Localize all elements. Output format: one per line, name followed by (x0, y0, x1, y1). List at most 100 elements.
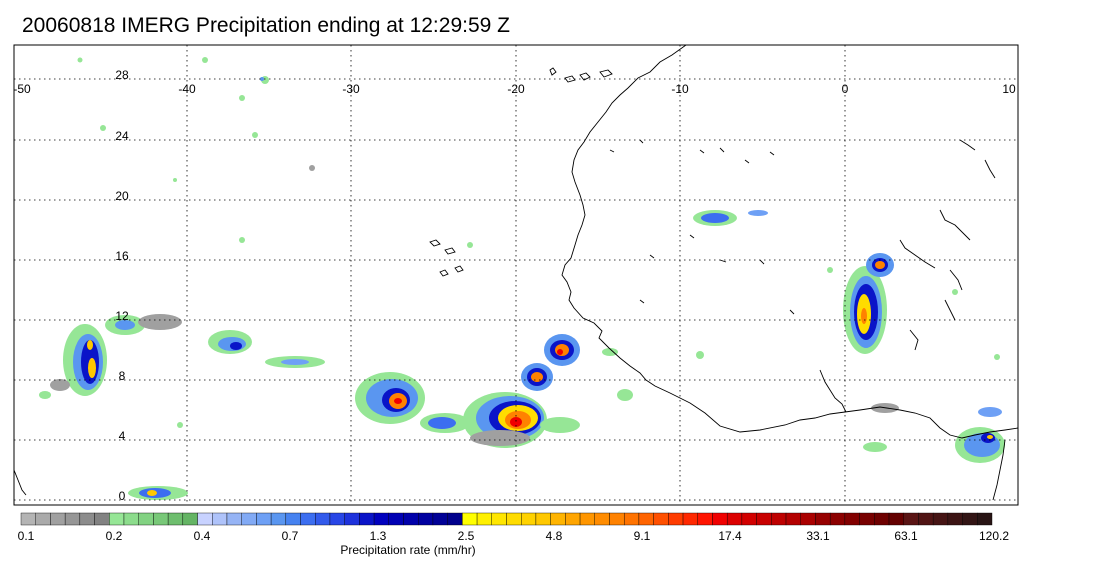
colorbar-swatch (579, 512, 595, 526)
plot-frame (13, 44, 1019, 506)
map-title: 20060818 IMERG Precipitation ending at 1… (22, 14, 510, 37)
colorbar-swatch (506, 512, 522, 526)
colorbar-swatch (638, 512, 654, 526)
colorbar-swatch (609, 512, 625, 526)
colorbar-swatch (771, 512, 787, 526)
colorbar-swatch (682, 512, 698, 526)
colorbar-swatch (35, 512, 51, 526)
lat-label: 4 (119, 429, 126, 443)
colorbar-swatch (726, 512, 743, 526)
colorbar-tick-label: 1.3 (370, 529, 387, 543)
colorbar-swatch (138, 512, 154, 526)
colorbar-swatch (418, 512, 434, 526)
longitude-labels: -50 -40 -30 -20 -10 0 10 (13, 82, 1016, 96)
lon-label: -50 (13, 82, 31, 96)
colorbar-swatch (932, 512, 949, 526)
colorbar-swatch (359, 512, 375, 526)
lat-label: 12 (115, 309, 129, 323)
colorbar-swatch (270, 512, 287, 526)
lon-label: -30 (342, 82, 360, 96)
colorbar-swatch (300, 512, 316, 526)
lat-label: 20 (115, 189, 129, 203)
precipitation-layer (39, 57, 1005, 500)
colorbar-swatch (226, 512, 242, 526)
lon-label: 10 (1002, 82, 1016, 96)
colorbar-swatch (653, 512, 669, 526)
colorbar-swatch (388, 512, 404, 526)
lon-label: 0 (842, 82, 849, 96)
colorbar-swatch (182, 512, 198, 526)
colorbar-swatch (167, 512, 184, 526)
colorbar-swatch (373, 512, 389, 526)
colorbar-tick-label: 0.1 (18, 529, 35, 543)
colorbar-swatch (918, 512, 934, 526)
lat-label: 0 (119, 489, 126, 503)
colorbar-tick-label: 9.1 (634, 529, 651, 543)
colorbar-swatch (20, 512, 36, 526)
colorbar-swatch (668, 512, 684, 526)
colorbar-swatch (50, 512, 66, 526)
lat-label: 28 (115, 68, 129, 82)
colorbar-swatch (94, 512, 110, 526)
colorbar-tick-label: 17.4 (718, 529, 742, 543)
colorbar-tick-label: 33.1 (806, 529, 830, 543)
colorbar-swatch (476, 512, 492, 526)
colorbar-tick-label: 120.2 (979, 529, 1009, 543)
lat-label: 16 (115, 249, 129, 263)
colorbar-swatch (550, 512, 566, 526)
colorbar-swatch (829, 512, 846, 526)
colorbar-swatch (285, 512, 301, 526)
colorbar-swatch (741, 512, 757, 526)
lon-label: -20 (507, 82, 525, 96)
colorbar-swatch (256, 512, 272, 526)
colorbar-swatch (859, 512, 875, 526)
colorbar-swatch (403, 512, 419, 526)
colorbar-swatch (756, 512, 772, 526)
colorbar-swatch (329, 512, 345, 526)
colorbar-swatch (344, 512, 360, 526)
colorbar-swatch (432, 512, 448, 526)
colorbar-swatch (315, 512, 331, 526)
colorbar-swatch (521, 512, 537, 526)
colorbar-swatch (712, 512, 728, 526)
latitude-labels: 28 24 20 16 12 8 4 0 (115, 68, 129, 503)
colorbar-swatch (535, 512, 551, 526)
colorbar-swatch (594, 512, 610, 526)
colorbar-swatch (197, 512, 213, 526)
lon-label: -40 (178, 82, 196, 96)
colorbar-swatch (79, 512, 95, 526)
colorbar-tick-label: 0.2 (106, 529, 123, 543)
lat-label: 8 (119, 369, 126, 383)
colorbar-swatch (888, 512, 904, 526)
colorbar-swatch (624, 512, 640, 526)
colorbar-swatch (565, 512, 581, 526)
colorbar-swatch (462, 512, 478, 526)
colorbar (20, 512, 993, 526)
colorbar-swatch (947, 512, 963, 526)
colorbar-swatch (212, 512, 228, 526)
lat-label: 24 (115, 129, 129, 143)
colorbar-swatch (800, 512, 816, 526)
colorbar-swatch (785, 512, 801, 526)
colorbar-tick-label: 63.1 (894, 529, 918, 543)
colorbar-swatch (977, 512, 993, 526)
graticule (14, 45, 1018, 505)
colorbar-swatch (109, 512, 125, 526)
colorbar-swatch (447, 512, 463, 526)
colorbar-tick-label: 2.5 (458, 529, 475, 543)
colorbar-tick-label: 0.4 (194, 529, 211, 543)
colorbar-swatch (123, 512, 139, 526)
colorbar-tick-label: 4.8 (546, 529, 563, 543)
colorbar-swatch (241, 512, 257, 526)
colorbar-swatch (64, 512, 81, 526)
colorbar-swatch (903, 512, 919, 526)
lon-label: -10 (671, 82, 689, 96)
colorbar-labels: 0.1 0.2 0.4 0.7 1.3 2.5 4.8 9.1 17.4 33.… (18, 529, 1010, 543)
colorbar-swatch (153, 512, 169, 526)
colorbar-swatch (874, 512, 890, 526)
colorbar-tick-label: 0.7 (282, 529, 299, 543)
colorbar-swatch (697, 512, 713, 526)
colorbar-swatch (844, 512, 860, 526)
colorbar-title: Precipitation rate (mm/hr) (340, 543, 475, 557)
